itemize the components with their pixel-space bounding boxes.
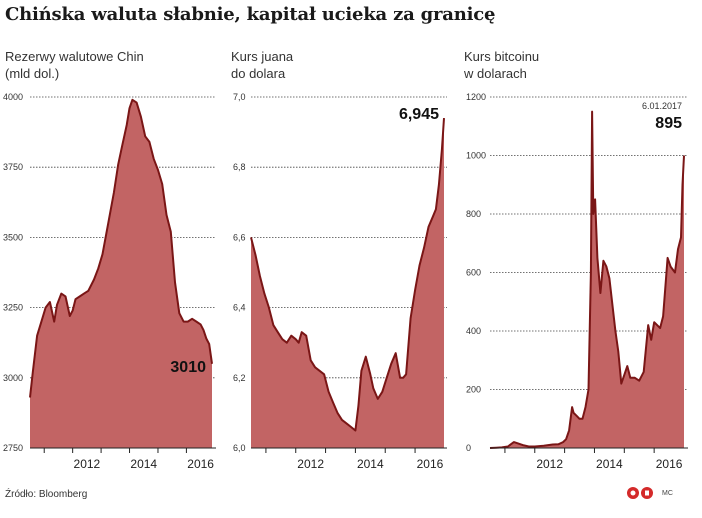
yuan-ytick-label: 6,8 [233, 162, 246, 172]
bitcoin-area [490, 111, 684, 448]
bitcoin-series-line [489, 110, 685, 449]
yuan-ytick-label: 7,0 [233, 92, 246, 102]
reserves-ytick-label: 3000 [3, 373, 23, 383]
yuan-ytick-label: 6,4 [233, 303, 246, 313]
yuan-xtick-label: 2012 [297, 457, 324, 471]
yuan-area [251, 118, 444, 448]
bitcoin-ytick-label: 800 [466, 209, 481, 219]
reserves-xtick-label: 2016 [187, 457, 214, 471]
reserves-annotation: 3010 [170, 359, 206, 376]
bitcoin-ytick-label: 1200 [466, 92, 486, 102]
bitcoin-annotation: 895 [655, 115, 682, 132]
bitcoin-ytick-label: 200 [466, 385, 481, 395]
bitcoin-title: Kurs bitcoinu [464, 49, 540, 64]
bitcoin-subtitle: w dolarach [464, 66, 527, 81]
reserves-xtick-label: 2014 [130, 457, 157, 471]
bitcoin-ytick-label: 600 [466, 268, 481, 278]
yuan-series-line [250, 118, 445, 432]
reserves-ytick-label: 2750 [3, 443, 23, 453]
reserves-series-line [29, 98, 213, 398]
reserves-subtitle: (mld dol.) [5, 66, 60, 81]
yuan-annotation: 6,945 [399, 106, 439, 123]
yuan-ytick-label: 6,6 [233, 232, 246, 242]
reserves-title: Rezerwy walutowe Chin [5, 49, 144, 64]
bitcoin-xtick-label: 2012 [536, 457, 563, 471]
reserves-chart-title: Rezerwy walutowe Chin (mld dol.) [5, 48, 144, 82]
reserves-ytick-label: 3500 [3, 232, 23, 242]
bitcoin-ytick-label: 0 [466, 443, 471, 453]
reserves-ytick-label: 4000 [3, 92, 23, 102]
reserves-area [30, 99, 212, 449]
bitcoin-xtick-label: 2014 [596, 457, 623, 471]
bitcoin-date-label: 6.01.2017 [642, 101, 682, 111]
bitcoin-ytick-label: 1000 [466, 151, 486, 161]
publisher-logo-icon [627, 487, 653, 499]
bitcoin-xtick-label: 2016 [656, 457, 683, 471]
yuan-ytick-label: 6,0 [233, 443, 246, 453]
bitcoin-chart-title: Kurs bitcoinu w dolarach [464, 48, 539, 82]
yuan-xtick-label: 2016 [417, 457, 444, 471]
yuan-ytick-label: 6,2 [233, 373, 246, 383]
bitcoin-ytick-label: 400 [466, 326, 481, 336]
yuan-title: Kurs juana [231, 49, 294, 64]
yuan-chart-title: Kurs juana do dolara [231, 48, 293, 82]
reserves-ytick-label: 3750 [3, 162, 23, 172]
page-title: Chińska waluta słabnie, kapitał ucieka z… [5, 4, 496, 25]
yuan-subtitle: do dolara [231, 66, 286, 81]
source-note: Źródło: Bloomberg [5, 489, 88, 500]
reserves-xtick-label: 2012 [74, 457, 101, 471]
reserves-ytick-label: 3250 [3, 303, 23, 313]
author-initials: MC [662, 490, 673, 497]
yuan-xtick-label: 2014 [357, 457, 384, 471]
